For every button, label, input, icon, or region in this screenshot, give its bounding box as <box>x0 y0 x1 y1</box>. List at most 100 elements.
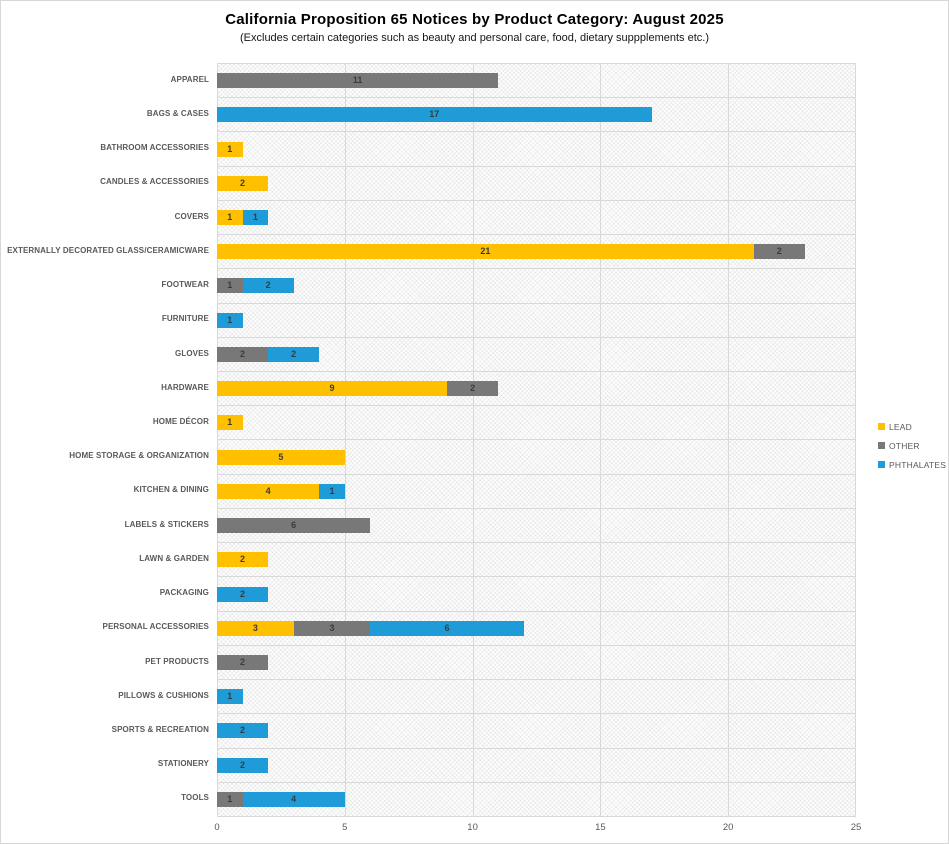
bar-segment-other: 2 <box>753 244 805 260</box>
legend-label: PHTHALATES <box>889 459 947 470</box>
bar-segment-lead: 1 <box>217 141 243 157</box>
category-row: 2 <box>217 714 856 749</box>
bar-stack: 1 <box>217 312 243 328</box>
data-label: 1 <box>227 143 233 154</box>
category-label: PERSONAL ACCESSORIES <box>102 622 209 632</box>
category-row: 2 <box>217 646 856 681</box>
bar-stack: 1 <box>217 415 243 431</box>
bar-segment-other: 2 <box>447 381 499 397</box>
bar-stack: 2 <box>217 552 269 568</box>
bar-segment-lead: 1 <box>217 415 243 431</box>
bar-segment-other: 1 <box>217 278 243 294</box>
legend-swatch-icon <box>878 461 885 468</box>
data-label: 1 <box>227 691 233 702</box>
bar-segment-phthalates: 2 <box>217 586 269 602</box>
bar-segment-lead: 5 <box>217 449 345 465</box>
category-label: PET PRODUCTS <box>145 656 209 666</box>
x-axis-tick-label: 5 <box>342 822 348 833</box>
bar-segment-phthalates: 2 <box>217 723 269 739</box>
bar-stack: 2 <box>217 723 269 739</box>
bar-segment-phthalates: 1 <box>217 689 243 705</box>
category-row: 1 <box>217 304 856 338</box>
data-label: 17 <box>429 109 440 120</box>
category-row: 2 <box>217 167 856 201</box>
bar-segment-lead: 3 <box>217 620 294 636</box>
bar-segment-phthalates: 1 <box>319 483 345 499</box>
legend-item-lead: LEAD <box>878 417 946 436</box>
category-label: FOOTWEAR <box>161 280 209 290</box>
data-label: 1 <box>227 212 233 223</box>
data-label: 1 <box>227 314 233 325</box>
category-row: 2 <box>217 577 856 612</box>
data-label: 1 <box>329 485 335 496</box>
data-label: 4 <box>291 793 297 804</box>
category-row: 2 <box>217 749 856 783</box>
bar-segment-phthalates: 1 <box>217 312 243 328</box>
category-row: 1 <box>217 406 856 441</box>
bar-segment-other: 6 <box>217 518 371 534</box>
data-label: 2 <box>240 177 246 188</box>
x-axis: 0 5 10 15 20 25 <box>214 822 861 836</box>
bar-segment-other: 11 <box>217 73 499 89</box>
data-label: 2 <box>240 656 246 667</box>
bar-segment-phthalates: 2 <box>268 346 320 362</box>
x-axis-tick-label: 10 <box>467 822 478 833</box>
bar-stack: 2 <box>217 757 269 773</box>
x-axis-tick-label: 0 <box>214 822 220 833</box>
category-row: 2 <box>217 543 856 578</box>
legend-swatch-icon <box>878 423 885 430</box>
category-label: PACKAGING <box>159 588 209 598</box>
category-row: 11 <box>217 64 856 99</box>
bar-segment-phthalates: 2 <box>217 757 269 773</box>
legend-label: LEAD <box>889 421 913 432</box>
bar-segment-lead: 9 <box>217 381 448 397</box>
data-label: 9 <box>329 383 335 394</box>
category-label: LABELS & STICKERS <box>124 519 209 529</box>
data-label: 21 <box>480 246 491 257</box>
data-label: 1 <box>227 280 233 291</box>
bar-segment-phthalates: 4 <box>242 791 345 807</box>
category-row: 6 <box>217 509 856 544</box>
category-label: FURNITURE <box>161 314 209 324</box>
bar-segment-phthalates: 2 <box>242 278 294 294</box>
data-label: 6 <box>444 622 450 633</box>
category-label: CANDLES & ACCESSORIES <box>100 177 209 187</box>
data-label: 1 <box>252 212 258 223</box>
x-axis-tick-label: 20 <box>722 822 734 833</box>
bar-stack: 21 2 <box>217 244 805 260</box>
legend-swatch-icon <box>878 442 885 449</box>
chart-subtitle: (Excludes certain categories such as bea… <box>240 32 709 44</box>
category-label: APPAREL <box>170 74 209 84</box>
bar-stack: 11 <box>217 73 499 89</box>
y-axis-category-labels: APPAREL BAGS & CASES BATHROOM ACCESSORIES C… <box>1 63 209 816</box>
x-axis-tick-label: 15 <box>595 822 606 833</box>
bar-segment-lead: 1 <box>217 210 243 226</box>
data-label: 2 <box>240 554 246 565</box>
category-row: 17 <box>217 98 856 133</box>
data-label: 1 <box>227 417 233 428</box>
data-label: 3 <box>329 622 335 633</box>
data-label: 2 <box>291 348 297 359</box>
bar-segment-other: 2 <box>217 654 269 670</box>
category-label: STATIONERY <box>157 759 209 769</box>
category-label: HOME STORAGE & ORGANIZATION <box>69 451 209 461</box>
data-label: 2 <box>240 725 246 736</box>
data-label: 5 <box>278 451 284 462</box>
bar-stack: 6 <box>217 518 371 534</box>
bar-segment-other: 1 <box>217 791 243 807</box>
category-label: SPORTS & RECREATION <box>111 725 209 735</box>
category-label: HOME DÉCOR <box>152 416 209 426</box>
category-label: HARDWARE <box>161 382 209 392</box>
data-label: 2 <box>240 759 246 770</box>
bar-stack: 17 <box>217 107 652 123</box>
